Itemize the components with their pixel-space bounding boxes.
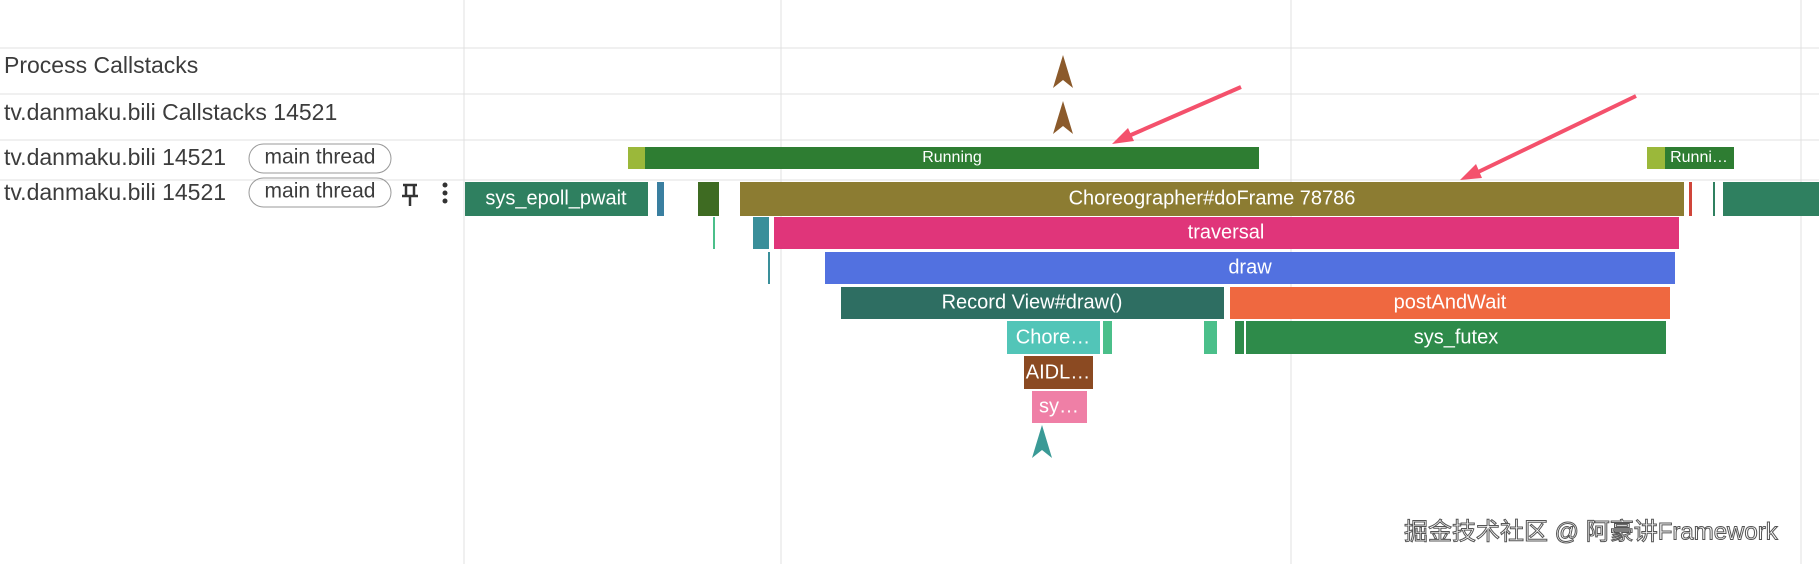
pin-icon[interactable] [402,183,418,206]
track-label[interactable]: tv.danmaku.bili Callstacks 14521 [4,99,337,125]
slice-label: draw [1228,256,1272,278]
watermark: 掘金技术社区 @ 阿豪讲Framework [1404,518,1779,545]
state-running[interactable] [645,147,1259,169]
slice[interactable] [1713,182,1715,216]
thread-pill [248,177,392,208]
slice[interactable] [657,182,664,216]
slice[interactable] [768,252,770,284]
slice[interactable] [1024,356,1093,389]
slice-label: Choreographer#doFrame 78786 [1069,187,1356,209]
slice-label: AIDL… [1026,361,1090,383]
slice[interactable] [713,217,715,249]
slice-label: sys_epoll_pwait [485,187,627,209]
state-label: Runni… [1670,149,1728,166]
annotation-arrow [1460,94,1637,180]
annotation-arrow [1112,85,1242,144]
slice-label: postAndWait [1394,291,1507,313]
slice[interactable] [1007,321,1100,354]
callstack-marker[interactable] [1053,101,1073,134]
menu-icon[interactable] [442,182,448,204]
thread-tag: main thread [265,180,376,203]
state-runnable[interactable] [1647,147,1665,169]
slice[interactable] [774,217,1679,249]
slice-label: Chore… [1016,326,1090,348]
slice[interactable] [1235,321,1244,354]
slice[interactable] [841,287,1224,319]
callstack-marker[interactable] [1053,55,1073,88]
slice[interactable] [753,217,769,249]
slice[interactable] [740,182,1684,216]
slice[interactable] [1689,182,1692,216]
state-runnable[interactable] [628,147,645,169]
slice-label: Record View#draw() [942,291,1123,313]
slice[interactable] [698,182,719,216]
slice[interactable] [1204,321,1217,354]
slice[interactable] [825,252,1675,284]
state-running[interactable] [1665,147,1734,169]
slice[interactable] [465,182,648,216]
slice-label: sy… [1039,395,1079,417]
thread-pill [248,143,392,174]
track-label[interactable]: tv.danmaku.bili 14521 [4,144,226,170]
callstack-marker[interactable] [1032,425,1052,458]
slice[interactable] [1103,321,1112,354]
track-label[interactable]: tv.danmaku.bili 14521 [4,179,226,205]
track-label[interactable]: Process Callstacks [4,52,198,78]
slice[interactable] [1230,287,1670,319]
slice-label: traversal [1188,221,1265,243]
slice[interactable] [1723,182,1819,216]
thread-tag: main thread [265,146,376,169]
slice-label: sys_futex [1414,326,1498,348]
slice[interactable] [1032,391,1087,423]
state-label: Running [922,149,982,166]
slice[interactable] [1246,321,1666,354]
